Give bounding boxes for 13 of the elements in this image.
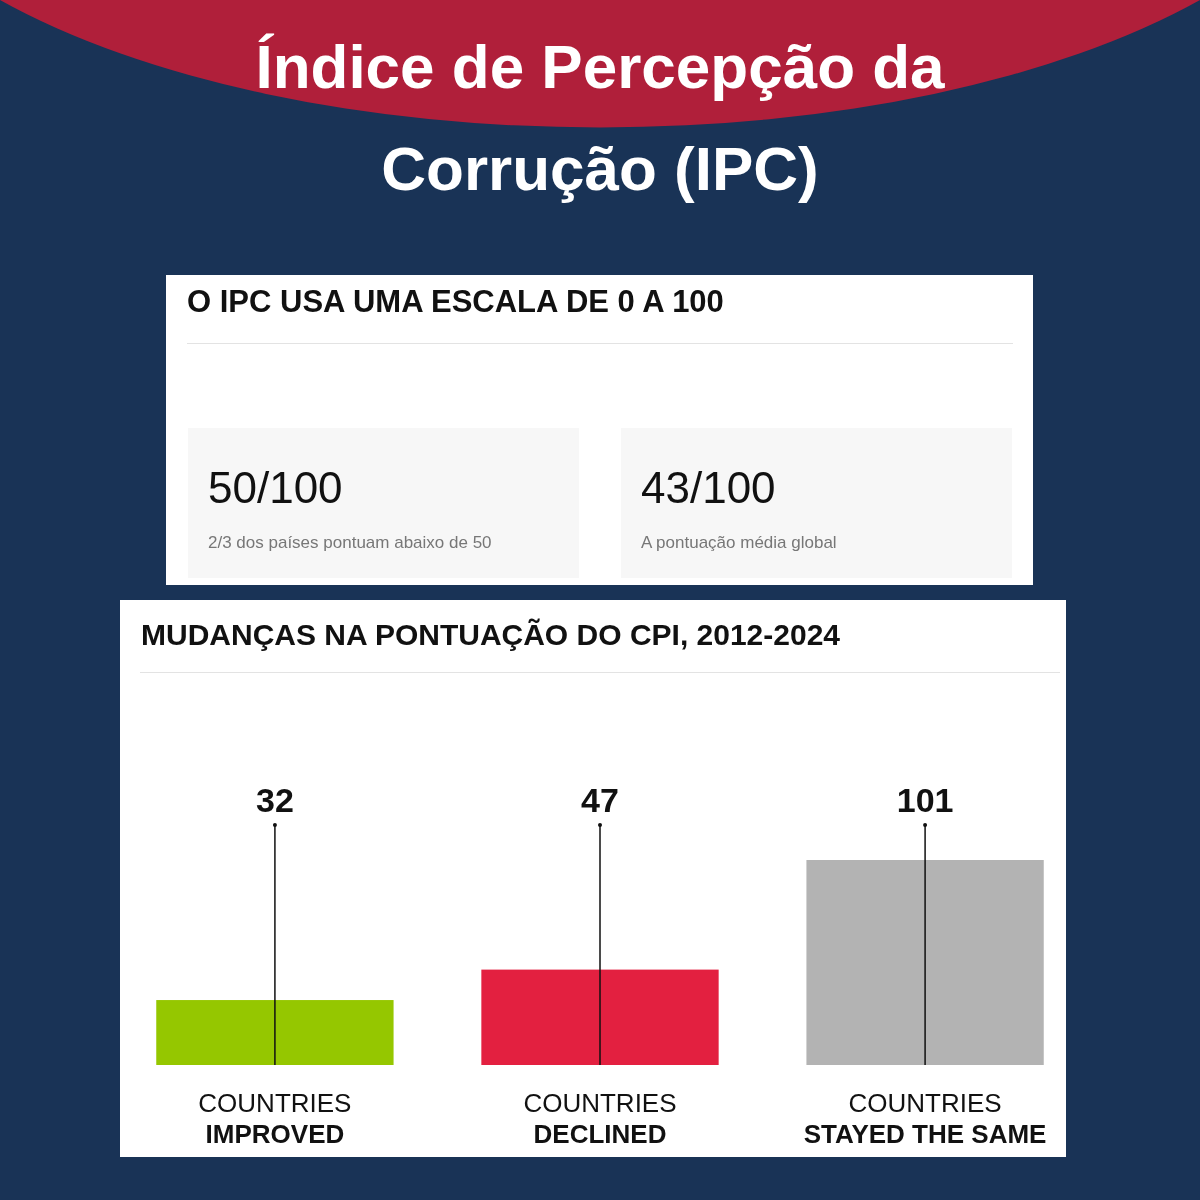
text: 43/100 (641, 463, 776, 512)
text: Índice de Percepção da Corrução (IPC) (255, 32, 946, 203)
data-label: 32 (256, 781, 294, 819)
text: O IPC USA UMA ESCALA DE 0 A 100 (187, 284, 724, 319)
x-tick-label: COUNTRIES STAYED THE SAME (803, 1088, 1047, 1149)
text: 2/3 dos países pontuam abaixo de 50 (208, 533, 492, 552)
text: 50/100 (208, 463, 343, 512)
x-tick-label: COUNTRIES DECLINED (523, 1088, 677, 1149)
data-label: 47 (581, 781, 619, 819)
x-tick-label: COUNTRIES IMPROVED (198, 1088, 352, 1149)
data-label: 101 (896, 781, 954, 819)
text: A pontuação média global (641, 533, 837, 552)
chart-title: MUDANÇAS NA PONTUAÇÃO DO CPI, 2012-2024 (141, 618, 841, 651)
